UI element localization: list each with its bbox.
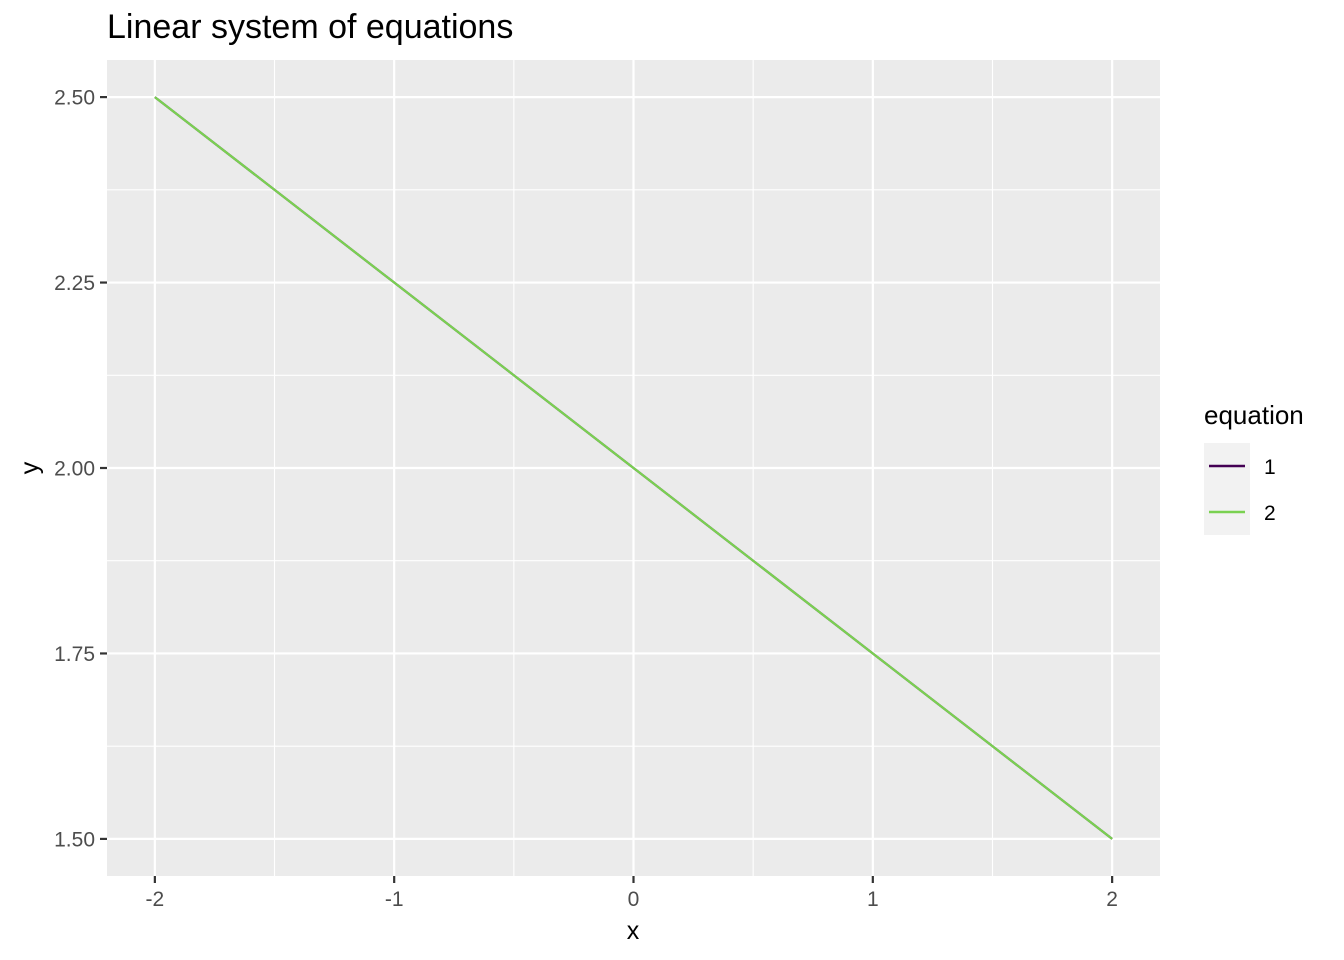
- x-tick-label: -2: [146, 888, 165, 911]
- legend-label-1: 1: [1264, 456, 1276, 479]
- y-tick-label: 1.75: [54, 643, 95, 666]
- x-tick-label: 2: [1106, 888, 1118, 911]
- y-tick-label: 2.25: [54, 272, 95, 295]
- x-axis-label: x: [627, 917, 640, 945]
- y-axis: 1.50 1.75 2.00 2.25 2.50: [54, 87, 107, 851]
- y-tick-label: 2.00: [54, 458, 95, 481]
- series-line-2: [154, 96, 1113, 840]
- legend-keys-background: [1204, 443, 1250, 535]
- x-tick-label: 1: [867, 888, 879, 911]
- chart-title: Linear system of equations: [107, 8, 513, 46]
- legend-label-2: 2: [1264, 502, 1276, 525]
- x-tick-label: 0: [628, 888, 640, 911]
- legend-title: equation: [1204, 400, 1304, 430]
- y-tick-label: 2.50: [54, 87, 95, 110]
- x-axis: -2 -1 0 1 2: [146, 876, 1118, 911]
- y-tick-label: 1.50: [54, 828, 95, 851]
- series-lines: [154, 96, 1113, 840]
- y-axis-label: y: [16, 461, 44, 474]
- x-tick-label: -1: [385, 888, 404, 911]
- legend: equation 1 2: [1204, 400, 1304, 535]
